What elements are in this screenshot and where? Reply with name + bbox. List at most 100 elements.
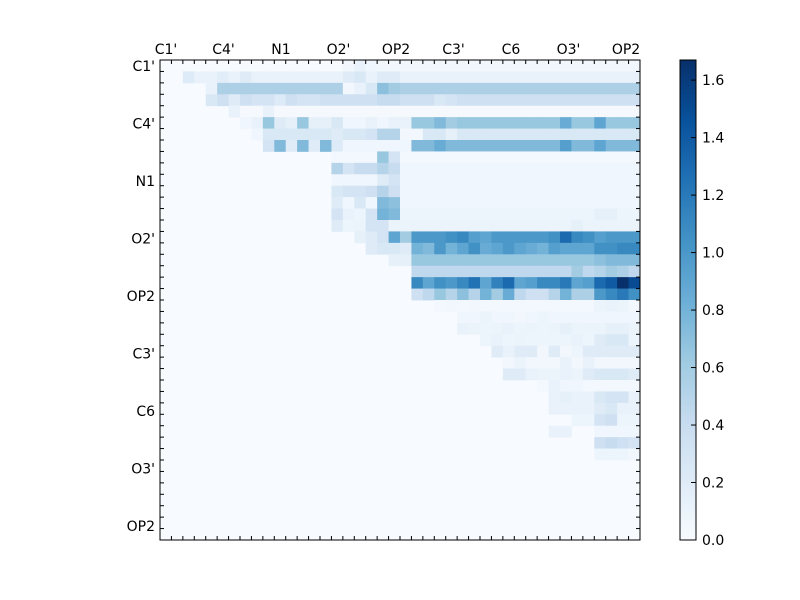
heatmap-cell	[537, 140, 549, 152]
heatmap-cell	[445, 288, 458, 301]
heatmap-cell	[422, 185, 435, 198]
heatmap-cell	[377, 105, 389, 118]
heatmap-cell	[605, 448, 618, 461]
heatmap-cell	[411, 254, 424, 267]
heatmap-cell	[605, 71, 618, 84]
heatmap-cell	[548, 345, 561, 358]
heatmap-cell	[628, 185, 641, 198]
heatmap-cell	[594, 265, 607, 278]
heatmap-cell	[411, 231, 424, 244]
heatmap-cell	[285, 105, 298, 118]
heatmap-cell	[525, 140, 538, 152]
heatmap-cell	[537, 334, 549, 347]
heatmap-cell	[491, 220, 504, 232]
heatmap-cell	[480, 117, 492, 129]
heatmap-cell	[377, 220, 389, 232]
heatmap-cell	[617, 105, 629, 118]
heatmap-cell	[377, 117, 389, 129]
heatmap-area	[159, 59, 641, 541]
heatmap-cell	[582, 357, 595, 369]
heatmap-cell	[571, 288, 584, 301]
heatmap-cell	[285, 71, 298, 84]
heatmap-cell	[342, 162, 355, 175]
heatmap-cell	[582, 208, 595, 221]
heatmap-cell	[354, 231, 367, 244]
heatmap-cell	[548, 162, 561, 175]
heatmap-cell	[388, 162, 401, 175]
heatmap-cell	[548, 288, 561, 301]
heatmap-cell	[617, 357, 629, 369]
heatmap-cell	[434, 60, 447, 72]
heatmap-cell	[605, 300, 618, 312]
heatmap-cell	[365, 94, 378, 107]
heatmap-cell	[537, 174, 549, 187]
heatmap-cell	[548, 368, 561, 381]
heatmap-cell	[525, 288, 538, 301]
heatmap-cell	[480, 197, 492, 209]
heatmap-cell	[582, 254, 595, 267]
heatmap-cell	[297, 105, 309, 118]
heatmap-cell	[434, 265, 447, 278]
heatmap-cell	[560, 140, 572, 152]
heatmap-cell	[422, 60, 435, 72]
heatmap-cell	[468, 94, 481, 107]
heatmap-cell	[491, 242, 504, 255]
heatmap-cell	[514, 185, 527, 198]
heatmap-cell	[548, 105, 561, 118]
heatmap-cell	[617, 345, 629, 358]
heatmap-cell	[320, 94, 332, 107]
heatmap-cell	[560, 60, 572, 72]
heatmap-cell	[594, 380, 607, 392]
heatmap-cell	[594, 414, 607, 427]
x-tick-label: OP2	[382, 42, 410, 58]
heatmap-cell	[537, 60, 549, 72]
heatmap-cell	[514, 242, 527, 255]
heatmap-cell	[251, 94, 264, 107]
heatmap-cell	[400, 220, 412, 232]
heatmap-cell	[548, 185, 561, 198]
colorbar-tick-label: 0.6	[702, 361, 724, 377]
heatmap-cell	[445, 254, 458, 267]
heatmap-cell	[605, 197, 618, 209]
heatmap-cell	[548, 140, 561, 152]
heatmap-cell	[480, 254, 492, 267]
heatmap-cell	[480, 60, 492, 72]
heatmap-cell	[194, 71, 207, 84]
heatmap-cell	[525, 151, 538, 164]
heatmap-cell	[628, 265, 641, 278]
heatmap-cell	[582, 162, 595, 175]
heatmap-cell	[525, 82, 538, 95]
heatmap-cell	[571, 162, 584, 175]
heatmap-cell	[262, 140, 275, 152]
heatmap-cell	[525, 174, 538, 187]
heatmap-cell	[388, 185, 401, 198]
heatmap-cell	[571, 140, 584, 152]
heatmap-cell	[560, 185, 572, 198]
heatmap-cell	[457, 242, 469, 255]
heatmap-cell	[617, 220, 629, 232]
heatmap-cell	[320, 71, 332, 84]
heatmap-cell	[605, 357, 618, 369]
heatmap-cell	[628, 242, 641, 255]
heatmap-cell	[537, 345, 549, 358]
heatmap-cell	[377, 82, 389, 95]
heatmap-cell	[480, 105, 492, 118]
x-tick-label: C3'	[442, 42, 465, 58]
heatmap-cell	[342, 220, 355, 232]
heatmap-cell	[445, 94, 458, 107]
heatmap-cell	[594, 448, 607, 461]
heatmap-cell	[525, 357, 538, 369]
heatmap-cell	[502, 357, 515, 369]
heatmap-cell	[605, 94, 618, 107]
heatmap-cell	[628, 231, 641, 244]
heatmap-cell	[377, 151, 389, 164]
heatmap-cell	[331, 220, 344, 232]
heatmap-cell	[537, 357, 549, 369]
heatmap-cell	[365, 105, 378, 118]
heatmap-cell	[571, 322, 584, 335]
heatmap-cell	[605, 174, 618, 187]
heatmap-cell	[445, 105, 458, 118]
heatmap-cell	[468, 322, 481, 335]
heatmap-cell	[468, 265, 481, 278]
heatmap-cell	[457, 311, 469, 324]
